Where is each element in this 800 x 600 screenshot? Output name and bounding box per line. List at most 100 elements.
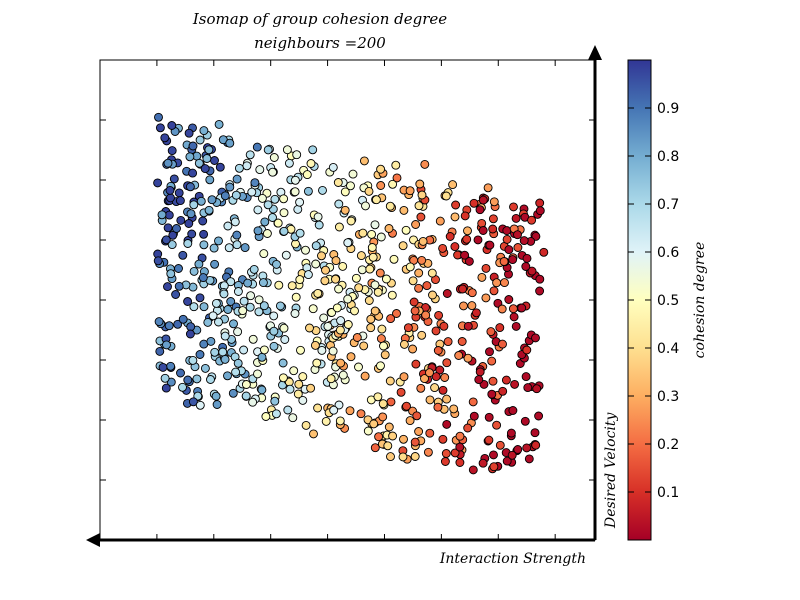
data-point: [484, 412, 494, 422]
data-point: [199, 229, 209, 239]
data-point: [225, 182, 235, 192]
data-point: [184, 128, 194, 138]
data-point: [532, 384, 542, 394]
data-point: [189, 266, 199, 276]
data-point: [464, 256, 474, 266]
data-point: [409, 297, 419, 307]
data-point: [263, 145, 273, 155]
data-point: [174, 264, 183, 273]
data-point: [171, 290, 181, 299]
data-point: [510, 379, 520, 389]
data-point: [535, 206, 545, 216]
data-point: [247, 187, 257, 197]
data-point: [239, 296, 249, 306]
data-point: [333, 178, 343, 187]
data-point: [502, 226, 512, 236]
data-point: [508, 255, 518, 265]
data-point: [206, 336, 216, 346]
data-point: [310, 340, 320, 350]
data-point: [293, 389, 303, 399]
data-point: [535, 198, 545, 208]
data-point: [389, 254, 399, 264]
data-point: [522, 253, 532, 263]
data-point: [354, 362, 363, 372]
data-point: [376, 361, 385, 371]
data-point: [331, 274, 340, 284]
data-point: [475, 205, 485, 215]
data-point: [220, 331, 230, 341]
data-point: [433, 346, 443, 355]
data-point: [188, 397, 198, 407]
data-point: [473, 235, 483, 245]
data-point: [474, 375, 484, 385]
data-point: [186, 209, 196, 219]
data-point: [326, 374, 336, 384]
data-point: [486, 327, 496, 337]
data-point: [279, 226, 289, 236]
data-point: [414, 427, 424, 436]
data-point: [209, 243, 219, 253]
data-point: [367, 243, 377, 252]
data-point: [335, 416, 345, 426]
data-point: [374, 432, 384, 442]
data-point: [450, 448, 460, 458]
data-point: [208, 311, 218, 321]
data-point: [311, 241, 321, 251]
data-point: [313, 403, 323, 413]
data-point: [169, 174, 179, 184]
data-point: [229, 319, 238, 329]
data-point: [499, 257, 509, 266]
scatter-points: [153, 112, 549, 475]
data-point: [321, 416, 331, 426]
data-point: [254, 295, 264, 305]
data-point: [392, 173, 402, 183]
data-point: [238, 306, 248, 316]
data-point: [539, 247, 549, 257]
data-point: [278, 373, 288, 383]
data-point: [248, 334, 258, 344]
data-point: [211, 298, 221, 308]
data-point: [416, 383, 426, 393]
data-point: [489, 450, 498, 460]
data-point: [332, 303, 342, 313]
data-point: [178, 314, 188, 324]
data-point: [414, 268, 424, 278]
data-point: [274, 280, 284, 290]
data-point: [311, 259, 321, 269]
data-point: [305, 323, 314, 333]
data-point: [187, 229, 197, 239]
data-point: [507, 450, 517, 460]
data-point: [527, 215, 537, 225]
data-point: [416, 212, 426, 222]
data-point: [442, 394, 452, 404]
data-point: [328, 346, 338, 356]
data-point: [323, 321, 333, 331]
data-point: [336, 316, 346, 326]
data-point: [239, 345, 249, 355]
data-point: [487, 389, 497, 399]
data-point: [285, 384, 295, 394]
data-point: [369, 419, 379, 429]
data-point: [377, 324, 387, 334]
data-point: [308, 304, 318, 314]
data-point: [511, 321, 521, 331]
data-point: [188, 141, 198, 151]
data-point: [174, 188, 184, 198]
data-point: [509, 312, 519, 322]
data-point: [455, 442, 465, 452]
data-point: [425, 368, 434, 378]
data-point: [420, 374, 429, 384]
data-point: [232, 230, 242, 240]
data-point: [293, 204, 303, 214]
data-point: [198, 216, 208, 226]
data-point: [467, 301, 477, 311]
data-point: [428, 290, 437, 300]
data-point: [290, 175, 300, 185]
data-point: [204, 145, 214, 155]
data-point: [384, 224, 394, 233]
data-point: [340, 187, 350, 197]
data-point: [379, 341, 388, 351]
data-point: [381, 274, 391, 284]
data-point: [375, 268, 385, 278]
data-point: [198, 273, 208, 283]
